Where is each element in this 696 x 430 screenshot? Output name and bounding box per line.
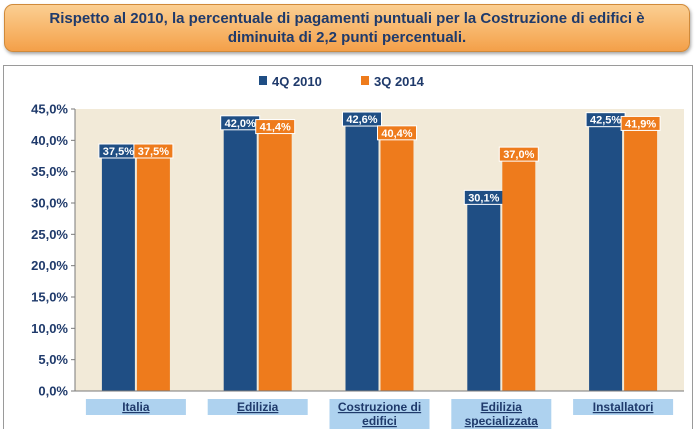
- data-label-box: [498, 146, 539, 162]
- bar-2-2: [258, 131, 292, 391]
- y-tick-label: 35,0%: [31, 164, 68, 179]
- legend-swatch-2: [361, 76, 369, 85]
- headline-line-2: diminuita di 2,2 punti percentuali.: [227, 29, 467, 46]
- data-label-box: [377, 125, 417, 141]
- category-label-box: [573, 399, 674, 415]
- data-label-box: [133, 143, 174, 159]
- category-label: Edilizia: [481, 400, 523, 414]
- data-label: 40,4%: [381, 128, 412, 140]
- data-label: 37,5%: [138, 146, 169, 158]
- bar-2-1: [136, 156, 170, 391]
- y-tick-label: 15,0%: [31, 290, 68, 305]
- data-label: 30,1%: [468, 192, 499, 204]
- headline-text: Rispetto al 2010, la percentuale di paga…: [49, 9, 644, 47]
- data-label: 41,4%: [260, 122, 291, 134]
- bar-1-5: [589, 124, 623, 391]
- bar-2-3: [380, 137, 414, 391]
- category-label-box: [207, 399, 308, 415]
- data-label: 42,0%: [225, 118, 256, 130]
- category-label-box: [329, 399, 430, 429]
- category-label: Costruzione di: [338, 400, 421, 414]
- legend-label-2: 3Q 2014: [374, 74, 425, 89]
- y-tick-label: 0,0%: [38, 384, 68, 399]
- bar-1-1: [101, 156, 135, 391]
- data-label: 42,6%: [346, 114, 377, 126]
- category-label: Installatori: [593, 400, 654, 414]
- data-label: 37,5%: [103, 146, 134, 158]
- category-label: edifici: [362, 414, 397, 428]
- category-label-box: [451, 399, 552, 429]
- category-label-box: [85, 399, 186, 415]
- y-tick-label: 25,0%: [31, 227, 68, 242]
- category-label: Edilizia: [237, 400, 279, 414]
- bar-2-5: [624, 128, 658, 391]
- y-tick-label: 45,0%: [31, 102, 68, 117]
- legend-swatch-1: [259, 76, 267, 85]
- data-label-box: [620, 115, 661, 131]
- data-label-box: [255, 119, 296, 135]
- headline-line-1: Rispetto al 2010, la percentuale di paga…: [49, 10, 645, 27]
- chart-frame: 4Q 2010 3Q 2014 0,0% 5,0% 10,0% 15,0% 20,0% 25,…: [3, 65, 693, 429]
- bar-1-2: [223, 127, 257, 392]
- y-tick-label: 20,0%: [31, 258, 68, 273]
- y-tick-label: 5,0%: [38, 352, 68, 367]
- plot-area: [75, 109, 684, 391]
- category-label: specializzata: [465, 414, 539, 428]
- bar-chart: 4Q 2010 3Q 2014 0,0% 5,0% 10,0% 15,0% 20,0% 25,…: [31, 74, 684, 429]
- category-label: Italia: [122, 400, 150, 414]
- bar-1-3: [345, 124, 379, 391]
- legend-label-1: 4Q 2010: [272, 74, 322, 89]
- data-label: 37,0%: [503, 149, 534, 161]
- data-label: 42,5%: [590, 115, 621, 127]
- data-label-box: [342, 111, 382, 127]
- headline-banner: Rispetto al 2010, la percentuale di paga…: [4, 4, 690, 52]
- y-tick-label: 40,0%: [31, 133, 68, 148]
- data-label: 41,9%: [625, 118, 656, 130]
- bar-1-4: [467, 202, 501, 391]
- y-tick-label: 30,0%: [31, 196, 68, 211]
- y-tick-label: 10,0%: [31, 321, 68, 336]
- bar-2-4: [502, 159, 536, 391]
